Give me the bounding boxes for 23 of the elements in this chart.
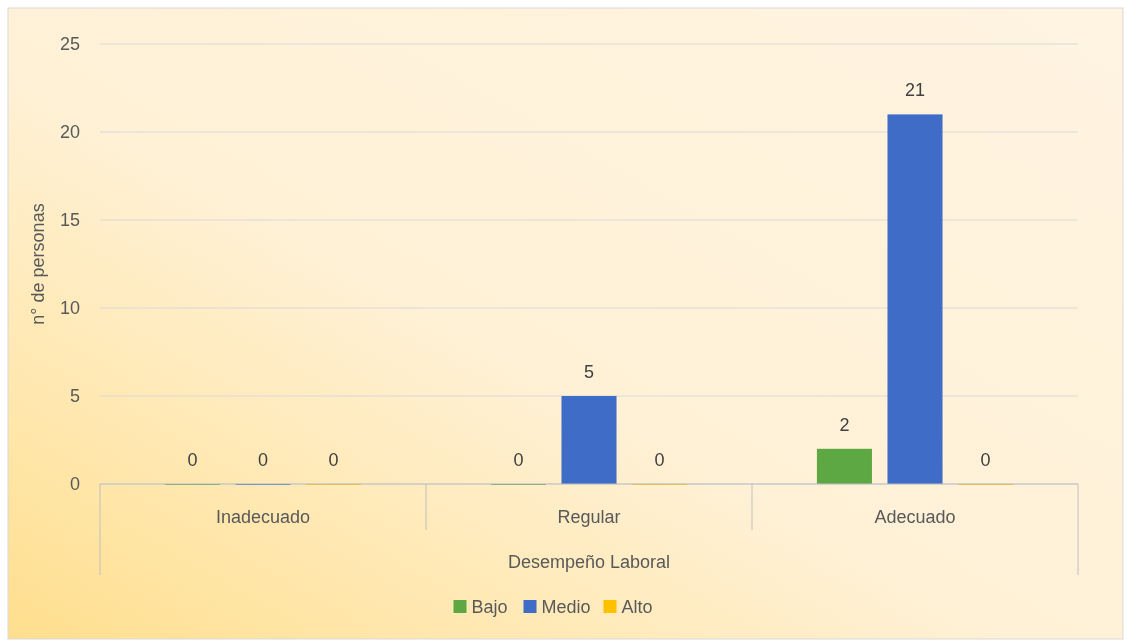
- legend-label: Alto: [621, 597, 653, 618]
- x-tick-label: Regular: [557, 507, 621, 527]
- y-tick-label: 0: [69, 474, 80, 495]
- legend-label: Medio: [541, 597, 591, 618]
- y-tick-label: 15: [59, 210, 80, 231]
- y-axis-title: n° de personas: [28, 203, 48, 325]
- x-tick-label: Inadecuado: [215, 507, 311, 527]
- data-label: 2: [839, 414, 850, 435]
- x-axis-title: Desempeño Laboral: [507, 552, 671, 572]
- y-tick-label: 5: [69, 386, 80, 407]
- legend-label: Bajo: [471, 597, 508, 618]
- data-label: 0: [513, 450, 524, 470]
- x-tick-label: Adecuado: [874, 507, 956, 527]
- data-label: 5: [583, 362, 595, 382]
- y-tick-label: 10: [59, 298, 80, 319]
- data-label: 0: [187, 450, 198, 470]
- y-tick-label: 20: [59, 122, 80, 143]
- y-tick-label: 25: [59, 34, 80, 55]
- data-label: 0: [328, 450, 339, 470]
- data-label: 0: [257, 450, 269, 470]
- data-label: 21: [904, 80, 926, 101]
- data-label: 0: [654, 450, 665, 470]
- data-label: 0: [980, 450, 991, 470]
